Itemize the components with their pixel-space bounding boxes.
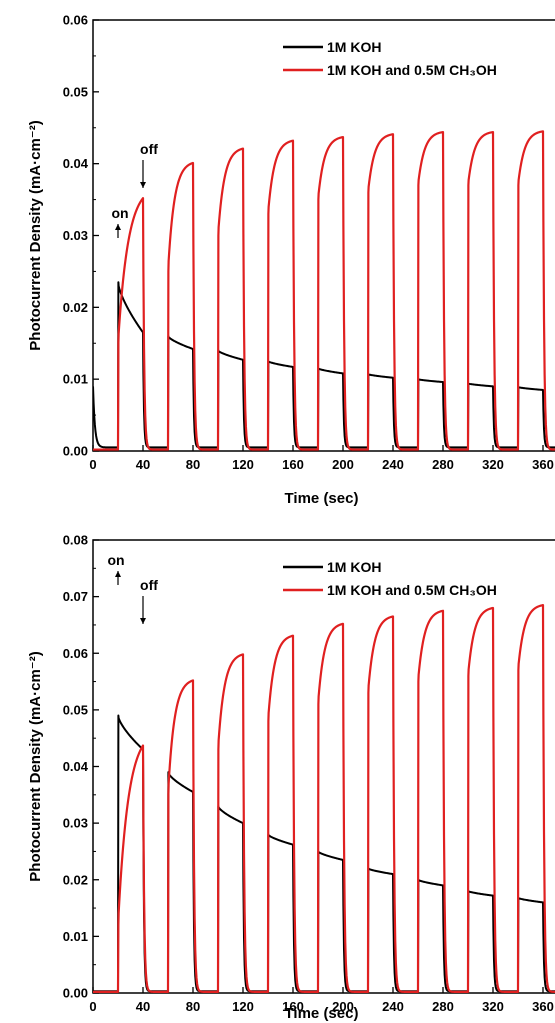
x-tick-label: 200 — [332, 999, 354, 1014]
y-axis-label: Photocurrent Density (mA·cm⁻²) — [27, 120, 44, 350]
x-tick-label: 320 — [482, 457, 504, 472]
x-tick-label: 40 — [136, 457, 150, 472]
arrow-head — [140, 618, 146, 624]
x-tick-label: 240 — [382, 999, 404, 1014]
series-line-koh-ch3oh — [93, 604, 555, 993]
x-tick-label: 40 — [136, 999, 150, 1014]
y-tick-label: 0.04 — [63, 759, 89, 774]
x-tick-label: 280 — [432, 999, 454, 1014]
series-line-koh — [93, 281, 555, 449]
chart-panel-bottom: 0.00 0.01 0.02 0.03 0.04 0.05 0.06 0.07 0.08 0 40 8… — [27, 533, 555, 1022]
y-tick-label: 0.00 — [63, 444, 88, 459]
y-tick-label: 0.01 — [63, 372, 88, 387]
y-tick-label: 0.08 — [63, 533, 88, 548]
y-tick-label: 0.05 — [63, 84, 88, 99]
y-tick-label: 0.06 — [63, 646, 88, 661]
y-tick-label: 0.01 — [63, 929, 88, 944]
x-tick-label: 120 — [232, 457, 254, 472]
x-tick-label: 160 — [282, 999, 304, 1014]
x-tick-label: 280 — [432, 457, 454, 472]
legend-label: 1M KOH — [327, 39, 381, 55]
on-annotation: on — [107, 552, 124, 568]
y-tick-label: 0.07 — [63, 589, 88, 604]
x-axis-label: Time (sec) — [285, 1005, 359, 1022]
plot-frame — [92, 539, 555, 994]
x-tick-label: 160 — [282, 457, 304, 472]
x-tick-label: 120 — [232, 999, 254, 1014]
x-axis-label: Time (sec) — [285, 490, 359, 507]
y-tick-label: 0.03 — [63, 228, 88, 243]
y-axis-label: Photocurrent Density (mA·cm⁻²) — [27, 651, 44, 881]
on-annotation: on — [111, 205, 128, 221]
x-tick-label: 240 — [382, 457, 404, 472]
legend-label: 1M KOH — [327, 559, 381, 575]
x-tick-label: 200 — [332, 457, 354, 472]
off-annotation: off — [140, 577, 158, 593]
chart-panel-top: 0.00 0.01 0.02 0.03 0.04 0.05 0.06 0 40 80 120 160 2… — [27, 13, 555, 507]
y-tick-label: 0.04 — [63, 156, 89, 171]
legend-label: 1M KOH and 0.5M CH₃OH — [327, 582, 497, 598]
y-tick-label: 0.03 — [63, 816, 88, 831]
x-tick-label: 80 — [186, 999, 200, 1014]
arrow-head — [115, 571, 121, 577]
arrow-head — [115, 224, 121, 230]
series-line-koh-ch3oh — [93, 130, 555, 451]
y-tick-label: 0.06 — [63, 13, 88, 28]
x-tick-label: 320 — [482, 999, 504, 1014]
x-tick-label: 80 — [186, 457, 200, 472]
y-tick-label: 0.00 — [63, 986, 88, 1001]
x-tick-label: 0 — [89, 999, 96, 1014]
arrow-head — [140, 182, 146, 188]
x-tick-label: 360 — [532, 999, 554, 1014]
y-tick-label: 0.02 — [63, 300, 88, 315]
series-line-koh — [93, 714, 555, 993]
x-tick-label: 0 — [89, 457, 96, 472]
legend-label: 1M KOH and 0.5M CH₃OH — [327, 62, 497, 78]
x-tick-label: 360 — [532, 457, 554, 472]
y-tick-label: 0.05 — [63, 702, 88, 717]
y-tick-label: 0.02 — [63, 872, 88, 887]
off-annotation: off — [140, 141, 158, 157]
